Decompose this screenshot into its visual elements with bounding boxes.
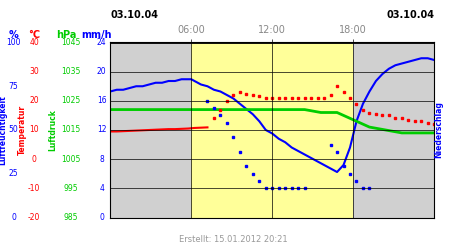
Text: 0: 0 — [11, 213, 16, 222]
Text: 10: 10 — [29, 126, 39, 134]
Text: Niederschlag: Niederschlag — [435, 102, 444, 158]
Bar — [191, 42, 353, 218]
Text: 100: 100 — [6, 38, 21, 47]
Text: 50: 50 — [9, 126, 18, 134]
Text: 1005: 1005 — [61, 155, 81, 164]
Text: 24: 24 — [97, 38, 107, 47]
Text: 03.10.04: 03.10.04 — [386, 10, 434, 20]
Text: 20: 20 — [29, 96, 39, 105]
Text: 1035: 1035 — [61, 67, 81, 76]
Text: -20: -20 — [28, 213, 40, 222]
Text: Temperatur: Temperatur — [18, 105, 27, 155]
Text: Luftdruck: Luftdruck — [49, 109, 58, 151]
Text: 12: 12 — [97, 126, 107, 134]
Text: 0: 0 — [32, 155, 36, 164]
Text: 995: 995 — [64, 184, 78, 193]
Text: hPa: hPa — [56, 30, 77, 40]
Text: 1045: 1045 — [61, 38, 81, 47]
Text: 75: 75 — [9, 82, 18, 91]
Text: Erstellt: 15.01.2012 20:21: Erstellt: 15.01.2012 20:21 — [179, 235, 288, 244]
Text: 30: 30 — [29, 67, 39, 76]
Text: %: % — [9, 30, 18, 40]
Text: 03.10.04: 03.10.04 — [110, 10, 158, 20]
Text: 1025: 1025 — [62, 96, 81, 105]
Text: -10: -10 — [28, 184, 40, 193]
Text: 0: 0 — [99, 213, 104, 222]
Text: °C: °C — [28, 30, 40, 40]
Text: 40: 40 — [29, 38, 39, 47]
Text: 985: 985 — [64, 213, 78, 222]
Text: mm/h: mm/h — [81, 30, 112, 40]
Text: Luftfeuchtigkeit: Luftfeuchtigkeit — [0, 95, 7, 165]
Text: 1015: 1015 — [62, 126, 81, 134]
Text: 4: 4 — [99, 184, 104, 193]
Text: 25: 25 — [9, 169, 18, 178]
Text: 16: 16 — [97, 96, 107, 105]
Text: 20: 20 — [97, 67, 107, 76]
Text: 8: 8 — [99, 155, 104, 164]
